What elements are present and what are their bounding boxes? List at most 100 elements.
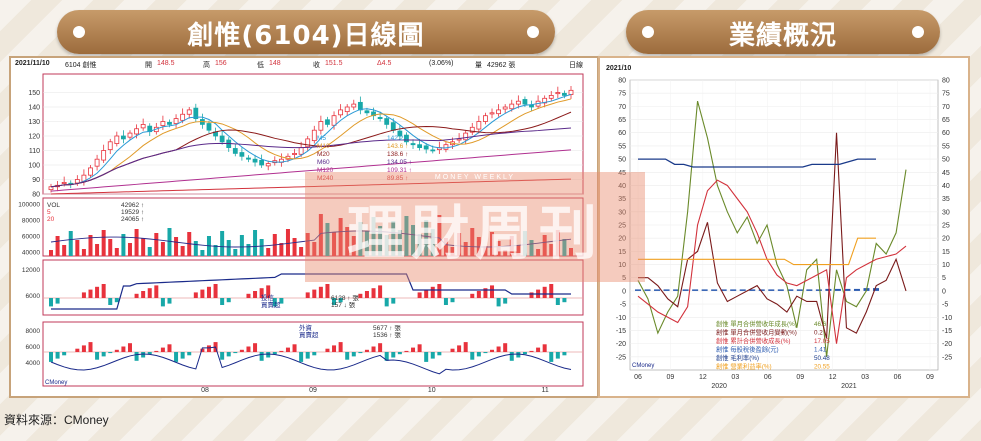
x-tick-label: 09 [796, 374, 804, 381]
trust-bar [549, 284, 554, 298]
trust-bar [220, 298, 225, 305]
volume-bar [516, 245, 521, 256]
watermark-text: MONEY WEEKLY [434, 174, 516, 181]
foreign-bar [305, 352, 310, 359]
y-tick-label: 50 [618, 157, 626, 164]
candle [114, 135, 120, 144]
candle [489, 112, 495, 115]
y-tick-label-right: 80 [942, 78, 950, 85]
trust-bar [305, 292, 310, 298]
trust-bar [364, 291, 369, 298]
volume-bar [253, 230, 258, 256]
candle [140, 124, 146, 129]
volume-ma-line [50, 230, 572, 248]
eps-bar [673, 289, 680, 291]
volume-bar [233, 249, 238, 256]
ma-line [50, 93, 572, 188]
candle [430, 149, 436, 152]
trust-bar [101, 284, 106, 298]
volume-bar [49, 250, 53, 256]
foreign-bar [529, 350, 534, 352]
ma-legend-name: M120 [317, 167, 334, 174]
right-title: 業績概況 [728, 21, 837, 51]
volume-bar [259, 239, 264, 256]
eps-bar [730, 289, 737, 291]
candle [496, 109, 501, 115]
foreign-bar [75, 348, 80, 352]
foreign-bar [549, 352, 554, 362]
volume-bar [246, 244, 251, 256]
open-label: 開 [145, 62, 152, 69]
volume-bar [411, 225, 416, 256]
candle [48, 186, 54, 191]
foreign-bar [325, 348, 330, 352]
x-tick-label: 12 [829, 374, 837, 381]
trust-bar [371, 288, 376, 298]
foreign-bar [378, 343, 383, 352]
performance-panel: 2021/10 80 80 75 75 70 70 65 65 60 60 55 55 50 50 45 45 4… [598, 56, 970, 398]
y-tick-label: -5 [620, 302, 626, 309]
volume-bar [351, 236, 356, 256]
x-tick-label: 06 [634, 374, 642, 381]
trust-bar [200, 289, 205, 298]
trust-bar [266, 285, 271, 298]
foreign-bar [141, 352, 146, 358]
y-tick-label: 10 [618, 262, 626, 269]
candle [193, 107, 199, 119]
series-legend-value: 1.41 [814, 347, 827, 354]
data-source: 資料來源：CMoney [4, 413, 109, 427]
trust-bar [450, 298, 455, 303]
y-tick-label: -15 [616, 328, 626, 335]
low-label: 低 [257, 62, 264, 69]
banner-dot-icon [912, 26, 924, 38]
y-tick-label: -10 [616, 315, 626, 322]
foreign-bar [437, 352, 442, 356]
foreign-bar [345, 352, 350, 360]
volume-bar [404, 216, 409, 256]
candle [318, 121, 324, 131]
foreign-legend-value: 5677 ↑ 張 [373, 324, 401, 332]
x-tick-label: 09 [309, 387, 317, 394]
eps-bar [787, 289, 794, 291]
y-tick-label: 0 [622, 288, 626, 295]
eps-bar [682, 289, 689, 291]
eps-bar [844, 288, 851, 291]
volume-bar [68, 231, 73, 256]
series-legend-name: 創惟 累計合併營收成長(%) [716, 336, 791, 345]
trust-bar [253, 291, 258, 298]
volume-bar [108, 239, 113, 256]
volume-bar [542, 235, 547, 256]
candle [94, 158, 100, 167]
trust-bar [147, 288, 152, 298]
candle [351, 103, 357, 108]
volume-legend-value: 24065 ↑ [121, 216, 144, 223]
ma-legend-value: 143.6 ↑ [387, 143, 408, 150]
trust-bar [325, 284, 330, 298]
y-tick-label: 30 [618, 209, 626, 216]
trust-legend-name: 投信 [261, 293, 275, 302]
foreign-bar [88, 342, 93, 352]
foreign-bar [55, 352, 60, 359]
eps-bar [635, 289, 641, 291]
high-label: 高 [203, 62, 210, 69]
y-tick-label-right: 0 [942, 288, 946, 295]
foreign-bar [134, 352, 139, 361]
foreign-bar [220, 352, 225, 360]
foreign-bar [95, 352, 100, 360]
y-tick-label-right: 40 [942, 183, 950, 190]
volume-bar [562, 239, 567, 256]
foreign-bar [246, 346, 251, 352]
volume-bar [496, 241, 501, 256]
volume-bar [549, 244, 554, 256]
candle [423, 145, 429, 150]
foreign-bar [430, 352, 435, 359]
ma-legend-value: 138.6 ↑ [387, 151, 408, 158]
y-tick-label: 35 [618, 196, 626, 203]
x-tick-label: 06 [764, 374, 772, 381]
volume-bar [141, 238, 146, 256]
series-legend-value: 50.48 [814, 355, 830, 362]
ma-legend-value: 109.31 ↑ [387, 167, 412, 174]
volume-bar [292, 238, 297, 256]
series-legend-name: 創惟 單月合併營收月變動(%) [716, 328, 797, 337]
